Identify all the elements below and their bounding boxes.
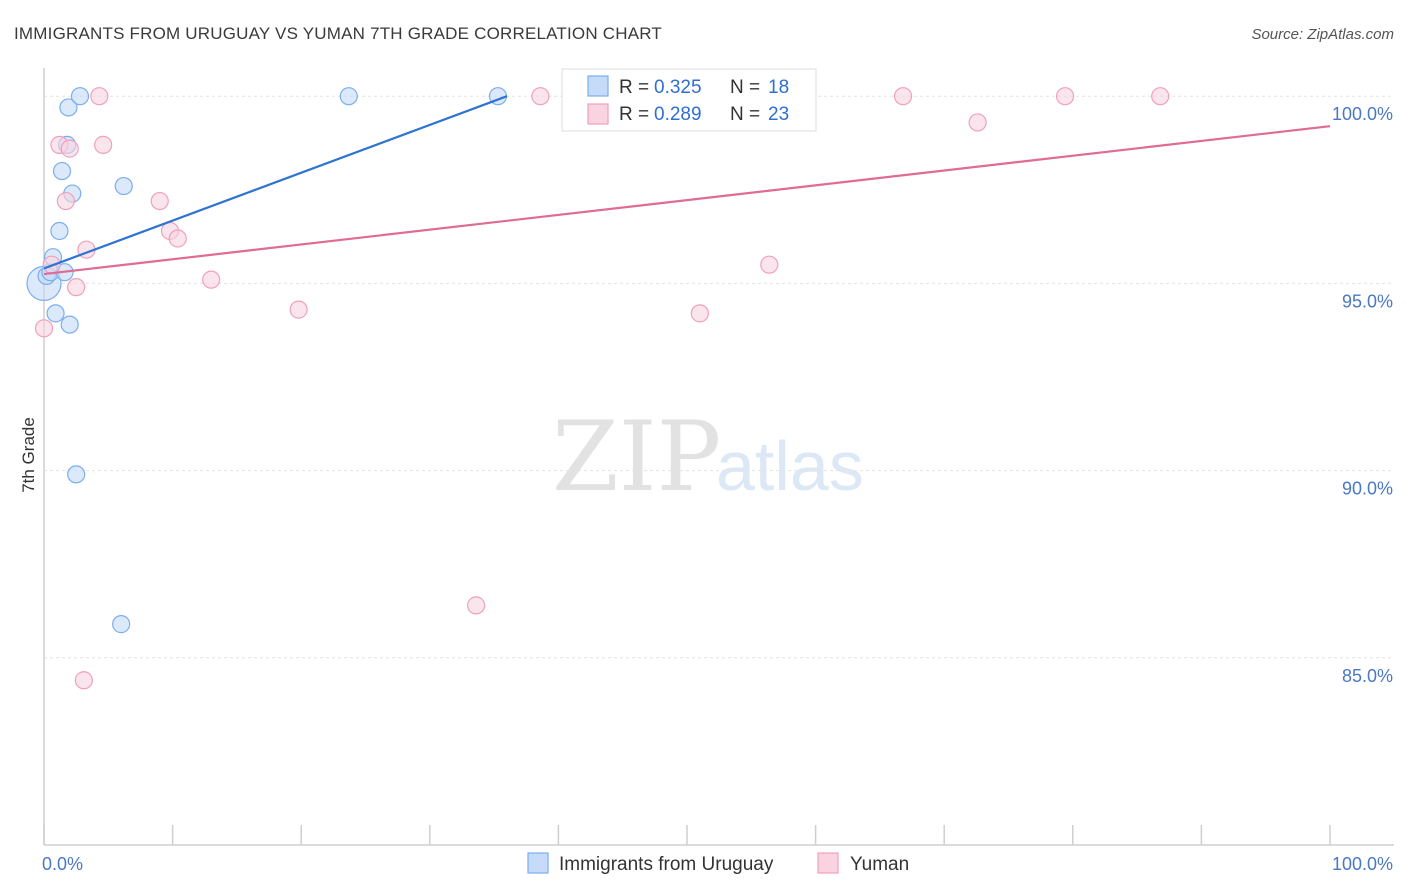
point-series-0-9 (59, 98, 78, 117)
point-series-1-12 (168, 229, 187, 248)
point-series-1-17 (690, 304, 709, 323)
legend-n-value-yuman: 23 (768, 104, 789, 125)
point-series-1-13 (202, 270, 221, 289)
point-series-0-16 (339, 87, 358, 106)
legend-n-label-yuman: N = (730, 104, 760, 125)
point-series-1-8 (90, 87, 109, 106)
series-legend-label-uruguay: Immigrants from Uruguay (559, 854, 774, 875)
point-series-1-4 (60, 139, 79, 158)
series-legend-swatch-yuman (817, 852, 839, 874)
point-series-1-9 (94, 135, 113, 154)
point-series-1-22 (1151, 87, 1170, 106)
legend-r-value-uruguay: 0.325 (654, 77, 702, 98)
legend-n-label-uruguay: N = (730, 77, 760, 98)
legend-r-label-uruguay: R = (619, 77, 649, 98)
point-series-1-3 (56, 191, 75, 211)
point-series-1-21 (1055, 87, 1075, 106)
legend-n-value-uruguay: 18 (768, 77, 789, 98)
trend-line-series-1 (43, 125, 1331, 276)
legend-r-label-yuman: R = (619, 104, 649, 125)
chart-source: Source: ZipAtlas.com (1251, 26, 1394, 43)
series-legend: Immigrants from Uruguay Yuman (527, 852, 909, 875)
data-points (26, 87, 1170, 690)
point-series-0-10 (60, 315, 79, 334)
y-axis-label: 7th Grade (19, 417, 38, 493)
x-tick-label-0: 0.0% (42, 854, 83, 874)
legend-swatch-yuman (587, 103, 609, 125)
chart-title: IMMIGRANTS FROM URUGUAY VS YUMAN 7TH GRA… (14, 24, 662, 43)
y-tick-label-3: 85.0% (1342, 666, 1393, 686)
point-series-1-20 (968, 113, 987, 132)
point-series-0-13 (70, 87, 90, 106)
y-tick-labels: 100.0% 95.0% 90.0% 85.0% (1332, 104, 1393, 686)
point-series-0-15 (114, 176, 133, 196)
x-tick-labels: 0.0% 100.0% (42, 854, 1393, 874)
y-tick-label-1: 95.0% (1342, 291, 1393, 311)
point-series-1-5 (67, 278, 86, 297)
point-series-0-14 (112, 615, 131, 634)
trend-line-series-0 (43, 95, 508, 270)
legend-r-value-yuman: 0.289 (654, 104, 702, 125)
axes (43, 68, 1394, 846)
legend-swatch-uruguay (587, 75, 609, 97)
point-series-1-19 (893, 87, 913, 106)
y-tick-label-2: 90.0% (1342, 479, 1393, 499)
point-series-0-5 (50, 221, 69, 241)
point-series-1-16 (531, 87, 550, 106)
point-series-1-6 (74, 671, 93, 690)
point-series-1-10 (150, 191, 169, 211)
x-tick-label-1: 100.0% (1332, 854, 1393, 874)
point-series-0-12 (67, 465, 86, 484)
point-series-1-14 (289, 300, 308, 319)
point-series-1-18 (760, 255, 779, 274)
point-series-1-15 (466, 596, 486, 615)
point-series-1-0 (34, 319, 54, 338)
point-series-0-4 (46, 304, 65, 323)
series-legend-label-yuman: Yuman (850, 854, 909, 875)
y-tick-label-0: 100.0% (1332, 104, 1393, 124)
watermark: ZIP atlas (552, 401, 864, 513)
point-series-0-6 (52, 161, 72, 181)
watermark-atlas: atlas (716, 427, 864, 505)
watermark-zip: ZIP (552, 401, 721, 513)
gridlines (44, 95, 1394, 659)
stats-legend: R = 0.325 N = 18 R = 0.289 N = 23 (561, 68, 817, 132)
trend-lines (43, 95, 1331, 276)
series-legend-swatch-uruguay (527, 852, 549, 874)
